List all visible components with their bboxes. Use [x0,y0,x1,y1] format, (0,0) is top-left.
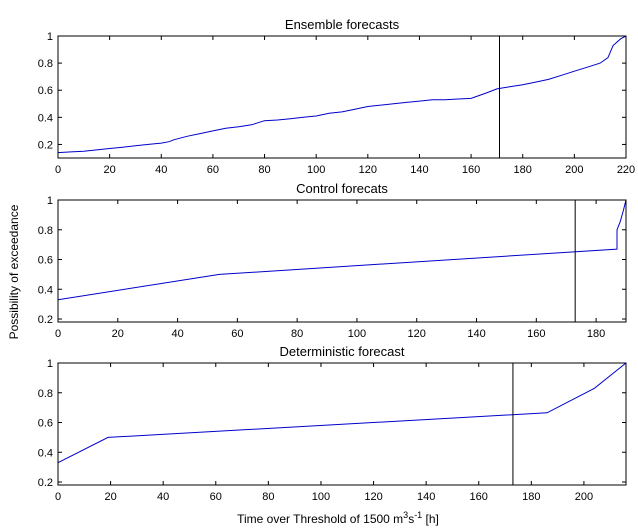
x-tick-label: 0 [55,328,61,340]
x-tick-label: 20 [112,328,124,340]
x-tick-label: 180 [522,491,540,503]
y-tick-label: 0.6 [38,255,53,267]
x-tick-label: 180 [587,328,605,340]
y-tick-label: 0.8 [38,388,53,400]
x-tick-label: 100 [307,164,325,176]
axes-frame [57,199,627,323]
x-tick-label: 40 [155,164,167,176]
x-axis-label-sup2: -1 [414,510,422,520]
x-tick-label: 100 [348,328,366,340]
x-tick-label: 180 [514,164,532,176]
x-tick-label: 160 [470,491,488,503]
y-tick-label: 0.6 [38,418,53,430]
subplot-2: Control forecats 0 20 40 60 80 100 120 140 160 180… [38,181,627,340]
x-tick-label: 60 [207,164,219,176]
y-tick-label: 0.2 [38,477,53,489]
subplot-1: Ensemble forecasts 0 20 40 60 80 100 120 140 160 1… [38,17,635,176]
x-axis-label-mid: s [408,512,414,526]
y-axis-label: Possibility of exceedance [7,204,21,339]
y-tick-label: 1 [47,195,53,207]
x-tick-label: 80 [262,491,274,503]
x-tick-label: 160 [527,328,545,340]
y-tick-label: 1 [47,31,53,43]
y-tick-label: 0.4 [38,112,53,124]
y-tick-label: 0.2 [38,314,53,326]
y-tick-label: 0.8 [38,225,53,237]
series-line-1 [58,363,626,482]
x-tick-label: 200 [565,164,583,176]
subplot-title: Control forecats [296,181,388,196]
y-tick-label: 1 [47,358,53,370]
x-tick-label: 40 [157,491,169,503]
x-tick-label: 0 [55,164,61,176]
x-tick-label: 20 [104,491,116,503]
x-axis-label-sup1: 3 [403,510,408,520]
y-tick-label: 0.4 [38,284,53,296]
x-tick-label: 60 [231,328,243,340]
y-tick-label: 0.8 [38,58,53,70]
x-tick-label: 120 [364,491,382,503]
x-tick-label: 140 [467,328,485,340]
series-line-1 [58,36,626,154]
subplot-title: Ensemble forecasts [285,17,400,32]
x-tick-label: 160 [462,164,480,176]
x-axis-label-unit: [h] [422,512,439,526]
x-axis-label-main: Time over Threshold of 1500 m [237,512,403,526]
axes-frame [57,35,627,159]
x-tick-label: 60 [210,491,222,503]
x-tick-label: 140 [410,164,428,176]
subplot-3: Deterministic forecast 0 20 40 60 80 100 120 140… [38,344,627,503]
y-tick-label: 0.4 [38,447,53,459]
x-tick-label: 80 [291,328,303,340]
x-tick-label: 40 [171,328,183,340]
axes-frame [57,362,627,486]
subplot-title: Deterministic forecast [280,344,405,359]
x-tick-label: 100 [312,491,330,503]
y-tick-label: 0.2 [38,139,53,151]
x-tick-label: 120 [359,164,377,176]
y-tick-label: 0.6 [38,85,53,97]
x-tick-label: 200 [575,491,593,503]
x-tick-label: 80 [258,164,270,176]
x-axis-label: Time over Threshold of 1500 m3s-1 [h] [237,510,439,526]
x-tick-label: 0 [55,491,61,503]
series-line-1 [58,200,626,319]
x-tick-label: 120 [408,328,426,340]
x-tick-label: 220 [617,164,635,176]
x-tick-label: 140 [417,491,435,503]
x-tick-label: 20 [104,164,116,176]
